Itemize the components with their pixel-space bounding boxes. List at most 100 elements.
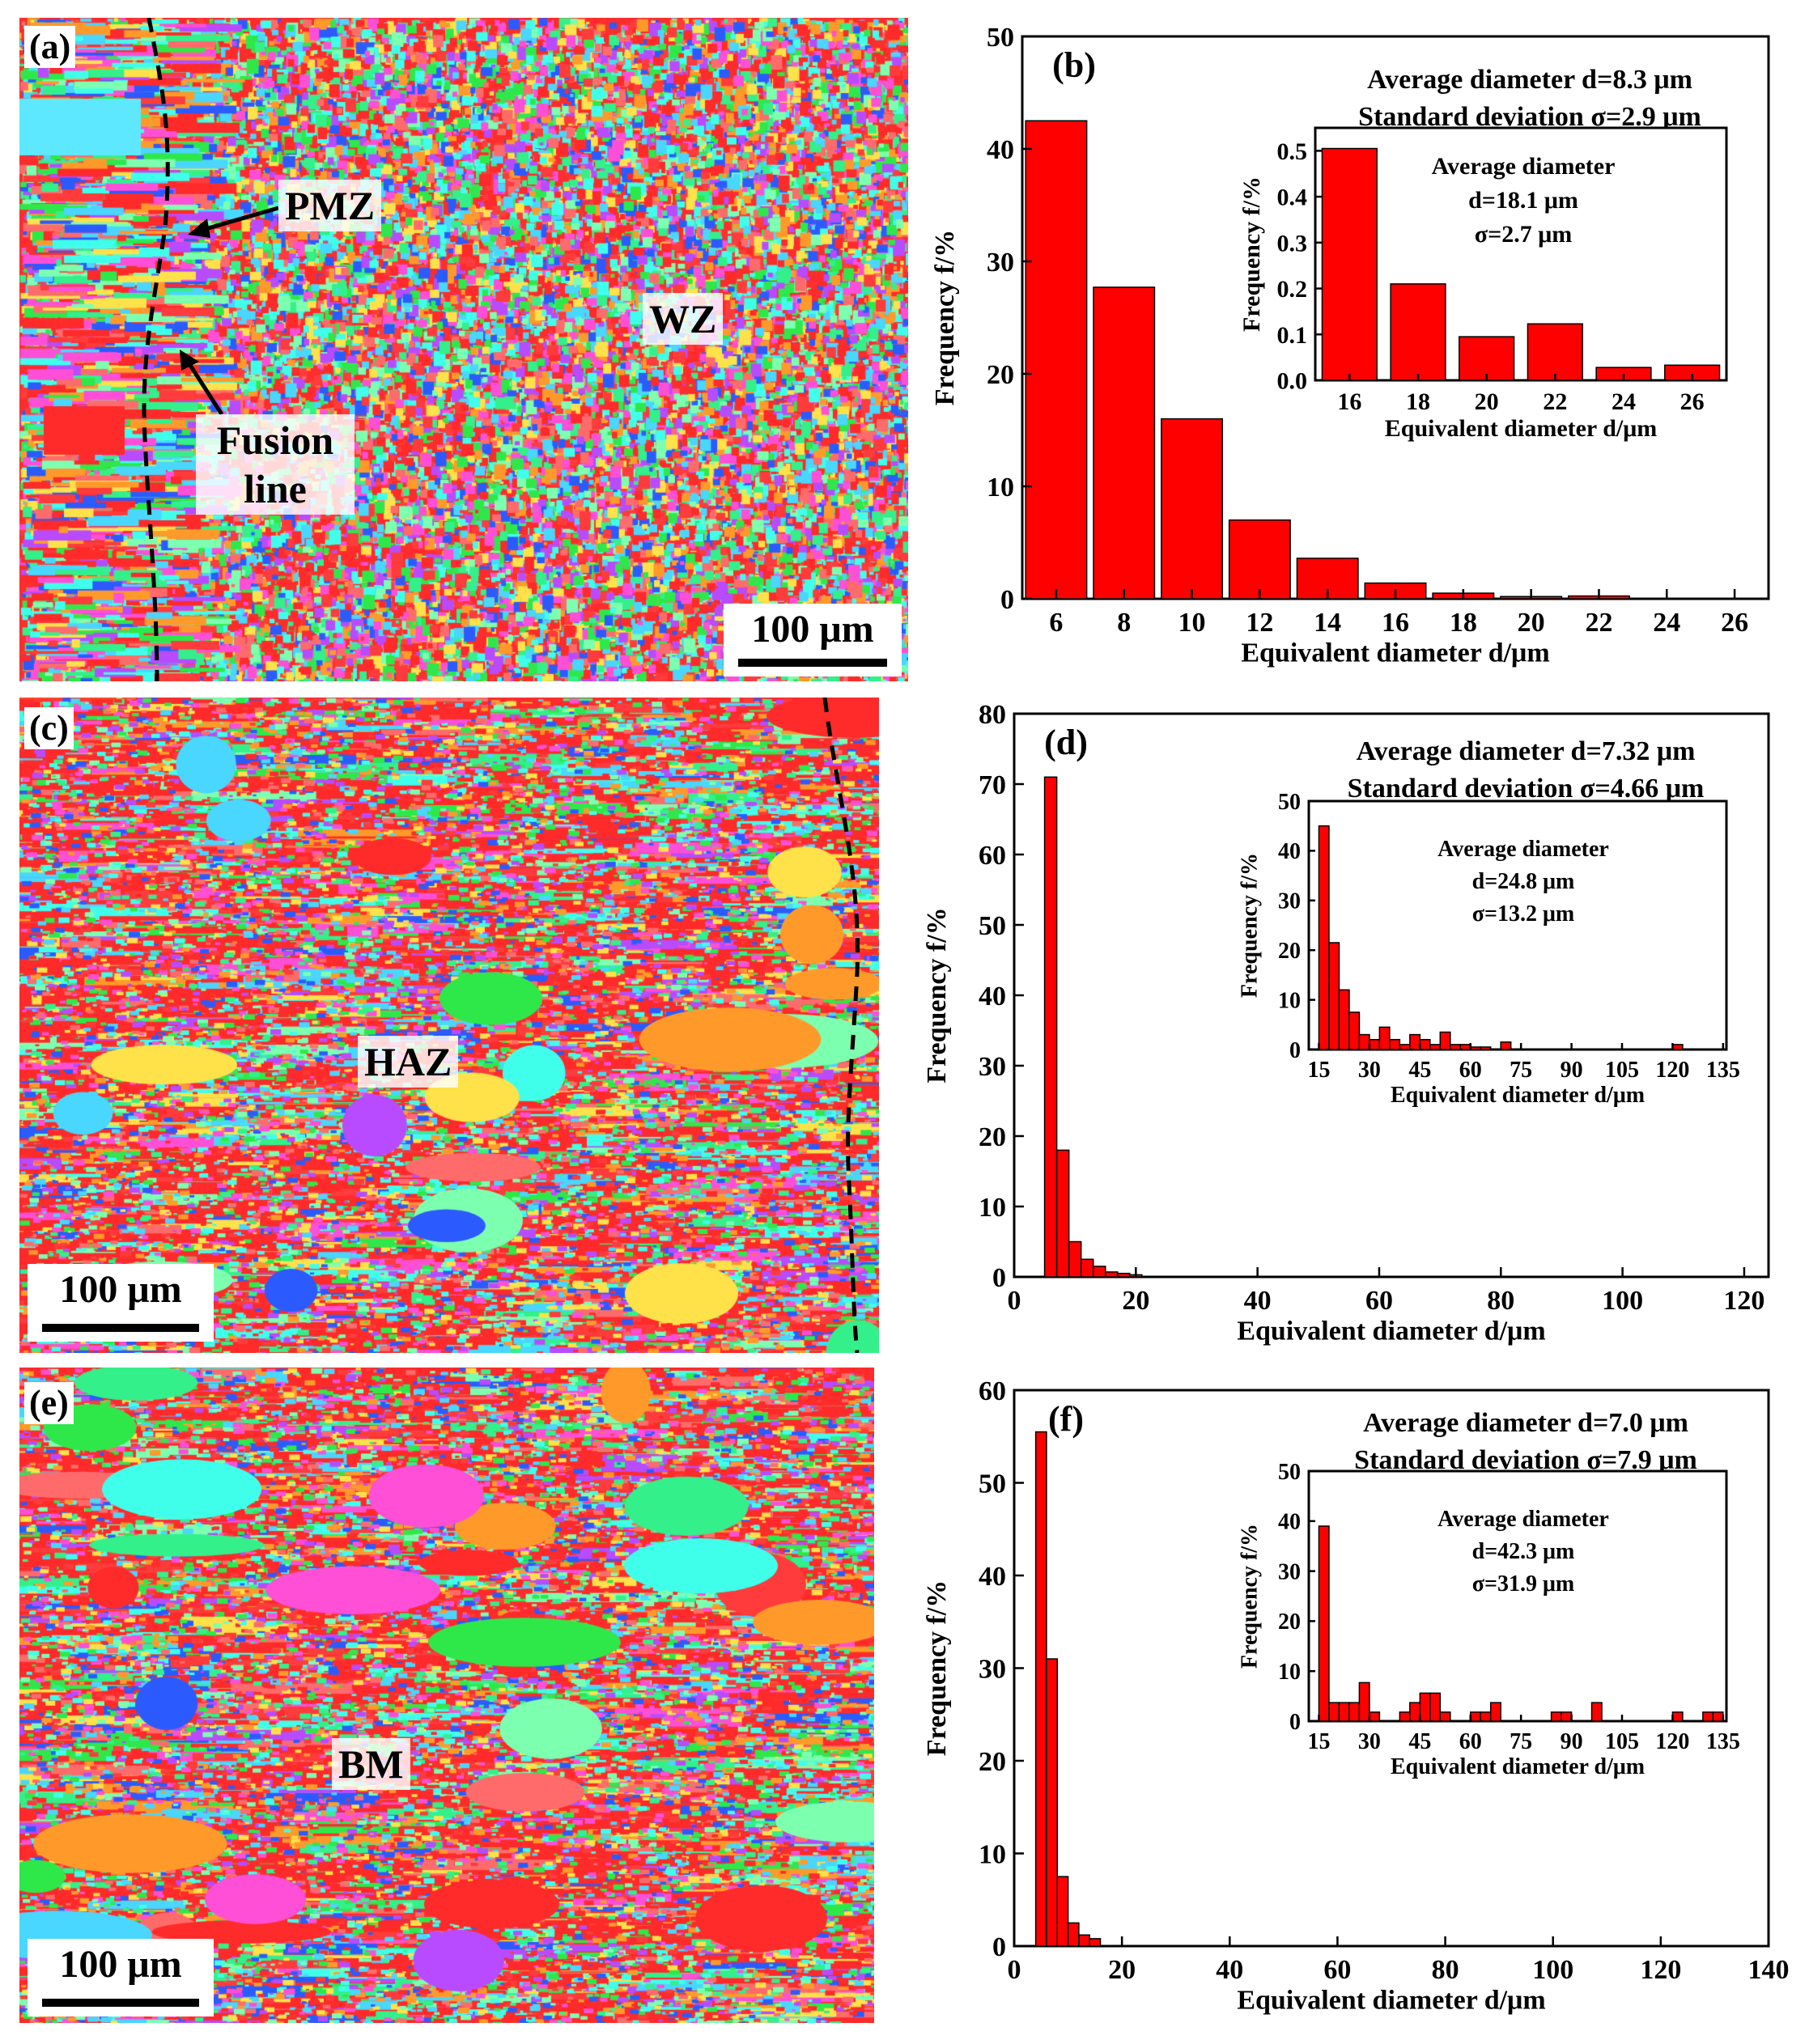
panel-letter-d: (d) — [1044, 723, 1088, 762]
inset-f-xtick-label: 45 — [1408, 1729, 1431, 1754]
chart-b-xtick-label: 6 — [1049, 608, 1063, 638]
inset-d-ytick-label: 30 — [1278, 889, 1301, 914]
inset-b-annotation: d=18.1 μm — [1468, 187, 1578, 214]
inset-b-annotation: σ=2.7 μm — [1475, 221, 1572, 248]
inset-d-bar — [1318, 825, 1330, 1050]
inset-b-plot: 16 18 20 22 24 26 0.0 0.1 0.2 0.3 0.4 0.5 Equivalent… — [1238, 126, 1728, 442]
inset-d-ytick-label: 0 — [1289, 1038, 1301, 1063]
inset-b-bar — [1459, 336, 1515, 381]
scale-bar-label-c: 100 μm — [59, 1268, 182, 1311]
inset-f-xtick-label: 60 — [1459, 1729, 1482, 1754]
ebsd-image-e — [19, 1368, 874, 2023]
scale-bar-line-c — [42, 1324, 199, 1332]
inset-d-xtick-label: 105 — [1605, 1058, 1639, 1083]
label-haz: HAZ — [358, 1036, 459, 1088]
inset-d-bar — [1348, 1011, 1361, 1050]
scale-bar-c: 100 μm — [28, 1264, 214, 1342]
chart-b-ytick-label: 40 — [987, 135, 1014, 165]
chart-d-bar — [1080, 1258, 1094, 1278]
chart-d-xtick-label: 80 — [1487, 1286, 1514, 1316]
inset-f-xlabel: Equivalent diameter d/μm — [1391, 1754, 1645, 1779]
inset-b-ytick-label: 0.0 — [1277, 368, 1308, 395]
chart-b-bar — [1161, 418, 1224, 600]
inset-b-xlabel: Equivalent diameter d/μm — [1385, 415, 1657, 442]
inset-d-bar — [1369, 1038, 1381, 1050]
inset-f-bar — [1429, 1692, 1442, 1722]
chart-f-ytick-label: 40 — [979, 1562, 1006, 1592]
chart-b-xtick-label: 8 — [1117, 608, 1131, 638]
inset-f-plot: 15 30 45 60 75 90 105 120 135 0 10 20 30 40 50 Equivale… — [1238, 1460, 1740, 1779]
chart-d-ytick-label: 40 — [979, 982, 1006, 1011]
inset-b-xtick-label: 18 — [1406, 388, 1430, 415]
inset-f-bar — [1550, 1711, 1562, 1722]
inset-f-bar — [1328, 1702, 1340, 1722]
inset-d-xtick-label: 60 — [1459, 1058, 1482, 1083]
chart-d-ytick-label: 0 — [992, 1263, 1006, 1293]
inset-d-bar — [1480, 1046, 1492, 1050]
inset-d-bar — [1429, 1044, 1442, 1050]
chart-b-xtick-label: 22 — [1585, 608, 1612, 638]
chart-d-ytick-label: 80 — [979, 700, 1006, 730]
inset-f-bar — [1480, 1711, 1492, 1722]
inset-f-ytick-label: 0 — [1289, 1710, 1301, 1735]
chart-d-xlabel: Equivalent diameter d/μm — [1237, 1316, 1545, 1346]
ebsd-map-a: (a) PMZ WZ Fusion line 100 μm — [19, 18, 908, 681]
chart-f-bar — [1067, 1922, 1080, 1947]
inset-f-xtick-label: 15 — [1307, 1729, 1330, 1754]
inset-d-xtick-label: 90 — [1561, 1058, 1583, 1083]
inset-b-ytick-label: 0.2 — [1277, 276, 1308, 303]
chart-f-bar — [1078, 1934, 1090, 1947]
chart-b-xtick-label: 10 — [1178, 608, 1206, 638]
inset-f-bar — [1702, 1711, 1714, 1722]
inset-b-frame — [1314, 126, 1728, 382]
fusion-line-dashed — [142, 18, 279, 681]
inset-d-bar — [1358, 1033, 1370, 1050]
inset-f-xtick-label: 120 — [1655, 1729, 1689, 1754]
inset-d-xtick-label: 135 — [1706, 1058, 1740, 1083]
inset-d-bar — [1378, 1026, 1391, 1050]
inset-f-ytick-label: 50 — [1278, 1460, 1301, 1485]
inset-b-bar — [1527, 323, 1583, 381]
chart-d-xtick-label: 100 — [1602, 1286, 1643, 1316]
chart-f-xtick-label: 140 — [1748, 1955, 1790, 1985]
inset-d-frame — [1307, 799, 1728, 1051]
inset-b-xtick-label: 24 — [1612, 388, 1636, 415]
chart-f-ytick-label: 60 — [979, 1376, 1006, 1406]
chart-d-ytick-label: 50 — [979, 911, 1006, 941]
scale-bar-line-e — [42, 1999, 199, 2007]
inset-d-annotation: σ=13.2 μm — [1472, 901, 1574, 927]
label-pmz: PMZ — [278, 180, 382, 231]
inset-b-xtick-label: 20 — [1475, 388, 1499, 415]
ebsd-image-c — [19, 698, 879, 1353]
inset-f-bar — [1338, 1702, 1350, 1722]
chart-d-xtick-label: 0 — [1008, 1286, 1021, 1316]
chart-b-annotation: Average diameter d=8.3 μm — [1367, 65, 1692, 95]
chart-d-ytick-label: 20 — [979, 1122, 1006, 1152]
panel-letter-c: (c) — [24, 707, 74, 749]
inset-d-ytick-label: 40 — [1278, 839, 1301, 864]
chart-d-bar — [1117, 1272, 1131, 1278]
chart-f-ytick-label: 10 — [979, 1839, 1006, 1869]
chart-d-bar — [1104, 1271, 1119, 1278]
scale-bar-label-a: 100 μm — [751, 608, 874, 651]
chart-b-ytick-label: 50 — [987, 23, 1014, 53]
inset-f-bar — [1358, 1681, 1370, 1722]
chart-f-xtick-label: 100 — [1532, 1955, 1573, 1985]
chart-f-ytick-label: 20 — [979, 1747, 1006, 1777]
chart-f-annotation: Average diameter d=7.0 μm — [1363, 1408, 1688, 1438]
inset-d-bar — [1409, 1033, 1421, 1050]
chart-d-xtick-label: 20 — [1122, 1286, 1149, 1316]
inset-f-bar — [1348, 1702, 1361, 1722]
chart-f-bar — [1056, 1876, 1069, 1947]
fusion-line-dashed-c — [822, 698, 860, 1353]
label-wz: WZ — [643, 293, 724, 345]
inset-f-bar — [1712, 1711, 1724, 1722]
chart-f-ytick-label: 30 — [979, 1654, 1006, 1684]
inset-d-bar — [1500, 1041, 1512, 1050]
chart-f-xtick-label: 60 — [1323, 1955, 1351, 1985]
chart-d-xtick-label: 40 — [1244, 1286, 1272, 1316]
inset-f-bar — [1399, 1711, 1411, 1722]
chart-f-xtick-label: 80 — [1432, 1955, 1459, 1985]
chart-b-bar — [1228, 519, 1291, 600]
